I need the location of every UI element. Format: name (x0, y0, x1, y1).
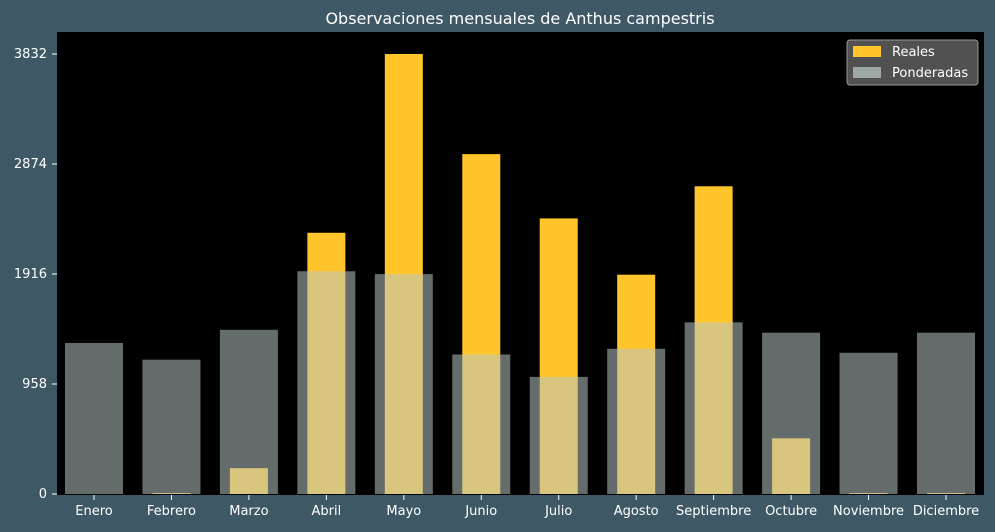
plot-area (57, 32, 984, 495)
axis-layer: 0 958 1916 2874 3832 Enero Febrero Marzo Abril Ma… (14, 47, 979, 519)
bar-ponderadas-julio (529, 376, 588, 494)
chart-title: Observaciones mensuales de Anthus campes… (325, 9, 714, 28)
x-tick-label: Mayo (386, 504, 421, 519)
x-tick-label: Abril (312, 504, 342, 519)
x-tick-label: Agosto (614, 504, 659, 519)
bar-ponderadas-agosto (607, 348, 666, 494)
y-tick-label: 1916 (14, 267, 47, 282)
bar-ponderadas-octubre (762, 332, 821, 494)
legend-label: Reales (892, 45, 935, 60)
x-tick-label: Septiembre (676, 504, 751, 519)
x-tick-label: Noviembre (833, 504, 904, 519)
legend-swatch (853, 67, 881, 78)
bar-ponderadas-marzo (219, 329, 278, 494)
x-tick-label: Julio (544, 504, 572, 519)
y-tick-label: 958 (22, 377, 47, 392)
legend-swatch (853, 46, 881, 57)
bar-ponderadas-noviembre (839, 352, 898, 494)
y-tick-label: 2874 (14, 157, 47, 172)
bar-ponderadas-enero (65, 343, 123, 494)
legend: Reales Ponderadas (846, 39, 979, 86)
x-tick-label: Marzo (229, 504, 268, 519)
x-tick-label: Junio (464, 504, 497, 519)
x-tick-label: Enero (75, 504, 113, 519)
x-tick-label: Octubre (765, 504, 817, 519)
x-tick-label: Febrero (147, 504, 196, 519)
bars-layer (65, 54, 975, 495)
y-tick-label: 3832 (14, 47, 47, 62)
legend-label: Ponderadas (892, 66, 968, 81)
bar-ponderadas-septiembre (684, 322, 743, 494)
bar-ponderadas-junio (452, 354, 511, 494)
x-tick-label: Diciembre (913, 504, 979, 519)
y-tick-label: 0 (39, 487, 47, 502)
bar-ponderadas-abril (297, 271, 356, 494)
bar-ponderadas-mayo (374, 274, 433, 494)
bar-ponderadas-diciembre (917, 332, 975, 494)
bar-ponderadas-febrero (142, 359, 201, 494)
